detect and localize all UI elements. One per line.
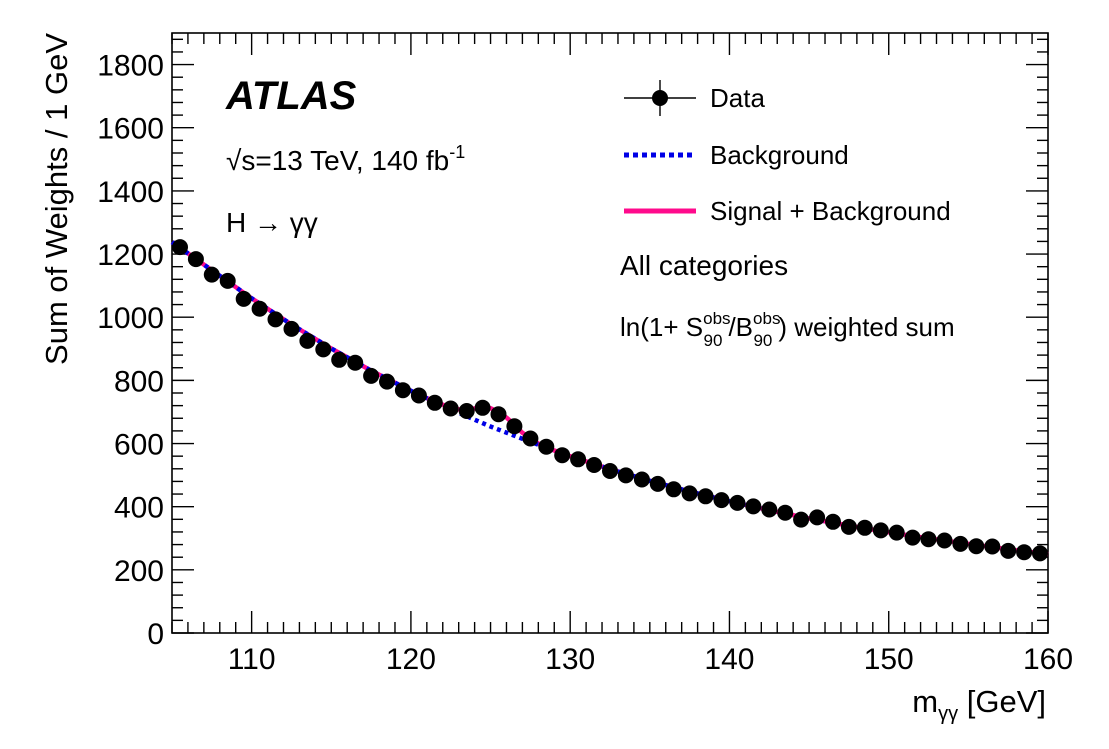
data-point: [522, 430, 539, 447]
data-point: [394, 382, 411, 399]
y-tick-label: 1200: [97, 239, 164, 272]
data-point: [1016, 544, 1033, 561]
y-axis-title: Sum of Weights / 1 GeV: [39, 33, 74, 365]
data-point: [713, 492, 730, 509]
data-point: [665, 481, 682, 498]
category-label: All categories: [620, 250, 788, 281]
data-point: [347, 354, 364, 371]
data-point: [729, 494, 746, 511]
y-tick-label: 600: [114, 429, 164, 462]
data-point: [856, 519, 873, 536]
data-point: [251, 300, 268, 317]
plot-frame: [171, 32, 1049, 634]
y-tick-label: 1800: [97, 50, 164, 83]
data-point: [474, 399, 491, 416]
data-point: [283, 320, 300, 337]
x-tick-label: 110: [228, 643, 276, 676]
energy-label: √s=13 TeV, 140 fb-1: [226, 142, 465, 176]
data-marker-icon: [652, 90, 668, 106]
data-point: [697, 488, 714, 505]
y-axis-tick-labels: 0 200 400 600 800 1000 1200 1400 1600 1800: [97, 50, 164, 651]
data-point: [506, 418, 523, 435]
data-point: [1032, 545, 1048, 562]
data-point: [777, 504, 794, 521]
data-point: [920, 531, 937, 548]
x-tick-label: 140: [704, 643, 754, 676]
y-axis-ticks: [172, 38, 1048, 634]
data-point: [586, 457, 603, 473]
data-point: [633, 471, 650, 488]
legend-entry-data: Data: [624, 80, 765, 116]
svg-text:Data: Data: [710, 83, 765, 113]
data-point: [825, 513, 841, 530]
data-point: [538, 438, 555, 455]
data-point: [952, 535, 969, 552]
data-point: [442, 400, 459, 417]
data-point: [331, 351, 348, 368]
y-tick-label: 1000: [97, 302, 164, 335]
data-point: [968, 538, 985, 555]
y-tick-label: 0: [147, 618, 164, 651]
data-point: [1000, 542, 1017, 559]
data-point: [984, 538, 1001, 555]
y-tick-label: 1400: [97, 176, 164, 209]
legend-entry-signal-plus-background: Signal + Background: [624, 196, 951, 226]
data-point: [426, 394, 443, 411]
data-point: [267, 311, 284, 328]
fit-curves: [170, 240, 1049, 557]
data-point: [554, 447, 571, 464]
data-points: [172, 239, 1048, 562]
x-tick-label: 150: [864, 643, 914, 676]
y-tick-label: 400: [114, 492, 164, 525]
svg-text:Signal + Background: Signal + Background: [710, 196, 951, 226]
weight-label: ln(1+ Sobs 90/Bobs 90) weighted sum: [620, 309, 955, 350]
atlas-label: ATLAS: [225, 74, 357, 118]
data-point: [410, 387, 427, 404]
y-tick-label: 200: [114, 555, 164, 588]
data-point: [363, 367, 380, 384]
data-point: [299, 332, 316, 349]
x-axis-ticks: [171, 33, 1049, 633]
data-point: [904, 529, 921, 546]
data-point: [681, 485, 698, 502]
x-axis-tick-labels: 110 120 130 140 150 160: [228, 643, 1073, 676]
data-point: [458, 403, 475, 419]
data-point: [490, 406, 507, 423]
data-point: [761, 501, 778, 518]
data-point: [793, 511, 810, 528]
legend: Data Background Signal + Background: [624, 80, 951, 226]
data-point: [840, 518, 857, 535]
x-tick-label: 120: [386, 643, 436, 676]
data-point: [570, 451, 587, 468]
signal-plus-background-curve: [170, 240, 1049, 557]
data-point: [235, 290, 252, 307]
data-point: [379, 373, 395, 390]
svg-text:Background: Background: [710, 140, 849, 170]
process-label: H → γγ: [226, 207, 318, 238]
data-point: [888, 524, 905, 541]
data-point: [617, 467, 634, 484]
data-point: [872, 522, 889, 539]
legend-entry-background: Background: [624, 140, 849, 170]
y-tick-label: 800: [114, 365, 164, 398]
background-curve: [170, 240, 1049, 557]
data-point: [936, 532, 953, 549]
data-point: [745, 498, 762, 515]
x-tick-label: 160: [1023, 643, 1073, 676]
data-point: [187, 251, 204, 268]
data-point: [602, 463, 618, 479]
y-tick-label: 1600: [97, 113, 164, 146]
data-point: [219, 272, 236, 289]
x-tick-label: 130: [545, 643, 595, 676]
data-point: [649, 475, 666, 492]
data-point: [809, 509, 826, 526]
data-point: [203, 266, 220, 283]
x-axis-title: mγγ [GeV]: [912, 684, 1046, 725]
data-point: [315, 341, 332, 358]
data-point: [172, 239, 188, 256]
